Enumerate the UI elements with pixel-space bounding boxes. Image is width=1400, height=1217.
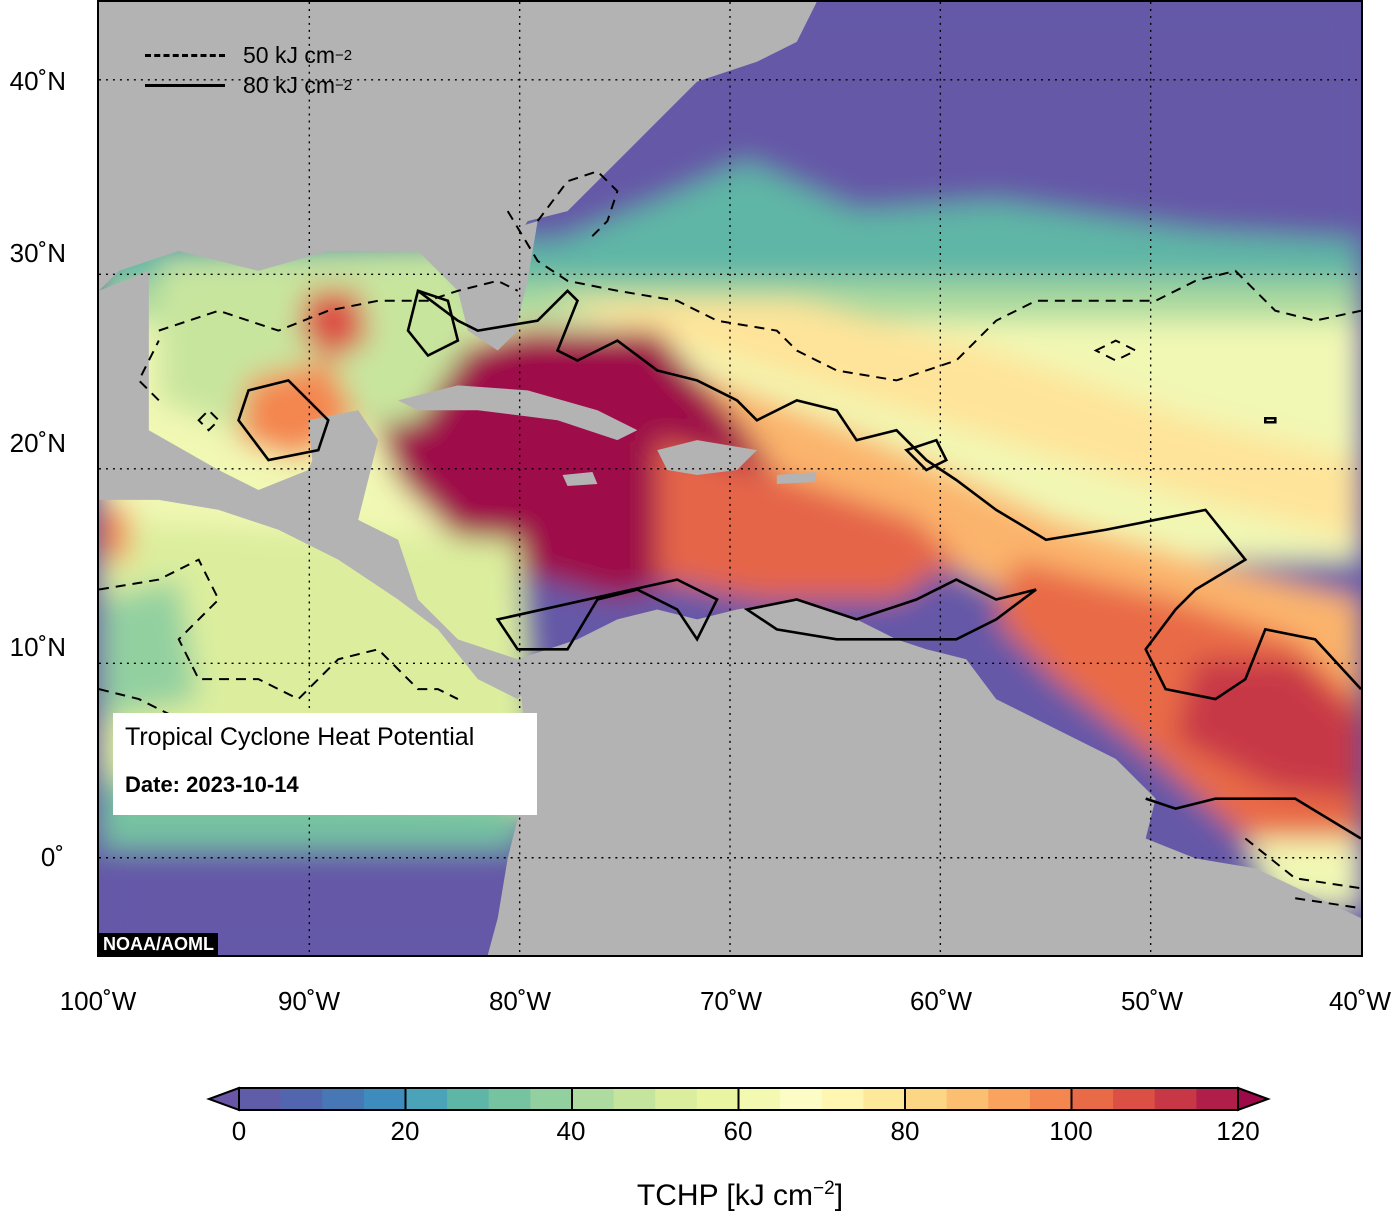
- lon-label-90w: 90˚W: [277, 986, 341, 1016]
- colorbar-swatch: [239, 1088, 282, 1110]
- lat-label-20n: 20˚N: [9, 428, 66, 458]
- colorbar-swatch: [280, 1088, 323, 1110]
- lat-label-10n: 10˚N: [9, 632, 66, 662]
- colorbar-swatch: [821, 1088, 864, 1110]
- colorbar-swatch: [488, 1088, 531, 1110]
- legend-80-exp: −2: [335, 76, 353, 94]
- colorbar-swatch: [946, 1088, 989, 1110]
- colorbar-tick-60: 60: [723, 1116, 753, 1146]
- colorbar-swatch: [1113, 1088, 1156, 1110]
- colorbar-swatch: [530, 1088, 573, 1110]
- map-date: Date: 2023-10-14: [125, 772, 299, 797]
- lon-label-40w: 40˚W: [1328, 986, 1392, 1016]
- colorbar-swatch: [613, 1088, 656, 1110]
- colorbar-tick-80: 80: [890, 1116, 920, 1146]
- credit-badge: NOAA/AOML: [99, 933, 218, 956]
- lon-label-70w: 70˚W: [699, 986, 763, 1016]
- lat-label-30n: 30˚N: [9, 238, 66, 268]
- colorbar-swatch: [988, 1088, 1031, 1110]
- legend-row-50: 50 kJ cm −2: [145, 40, 352, 70]
- land-mask: [99, 2, 1361, 955]
- lat-label-0: 0˚: [40, 842, 64, 872]
- colorbar-swatch: [1029, 1088, 1073, 1110]
- colorbar-tick-100: 100: [1049, 1116, 1093, 1146]
- map-title: Tropical Cyclone Heat Potential: [125, 723, 475, 751]
- dashed-line-symbol: [145, 53, 225, 57]
- contour-50: [99, 170, 1361, 910]
- lon-label-50w: 50˚W: [1120, 986, 1184, 1016]
- colorbar-swatch: [1196, 1088, 1239, 1110]
- colorbar-swatch: [696, 1088, 740, 1110]
- colorbar: [206, 1086, 1271, 1112]
- colorbar-tick-40: 40: [556, 1116, 586, 1146]
- colorbar-swatch: [655, 1088, 698, 1110]
- colorbar-tick-20: 20: [390, 1116, 420, 1146]
- colorbar-label-text: TCHP [kJ cm: [636, 1179, 814, 1212]
- title-box: Tropical Cyclone Heat Potential Date: 20…: [113, 713, 537, 815]
- colorbar-swatch: [905, 1088, 948, 1110]
- colorbar-swatch: [447, 1088, 490, 1110]
- legend-50-exp: −2: [335, 46, 353, 64]
- lon-label-100w: 100˚W: [59, 986, 137, 1016]
- colorbar-tick-0: 0: [231, 1116, 247, 1146]
- colorbar-label-close: ]: [834, 1179, 844, 1212]
- colorbar-swatch: [1071, 1088, 1114, 1110]
- solid-line-symbol: [145, 83, 225, 87]
- colorbar-under-arrow: [206, 1086, 240, 1112]
- legend-80-label: 80 kJ cm: [243, 71, 336, 98]
- colorbar-swatch: [863, 1088, 906, 1110]
- colorbar-label: TCHP [kJ cm−2]: [637, 1178, 843, 1213]
- colorbar-swatch: [780, 1088, 823, 1110]
- colorbar-over-arrow: [1237, 1086, 1271, 1112]
- colorbar-swatch: [405, 1088, 448, 1110]
- colorbar-swatch: [363, 1088, 407, 1110]
- legend-50-label: 50 kJ cm: [243, 41, 336, 68]
- colorbar-label-exp: −2: [813, 1178, 835, 1199]
- lon-label-80w: 80˚W: [488, 986, 552, 1016]
- colorbar-swatch: [322, 1088, 365, 1110]
- contour-legend: 50 kJ cm −2 80 kJ cm −2: [145, 40, 352, 100]
- colorbar-swatch: [572, 1088, 615, 1110]
- legend-row-80: 80 kJ cm −2: [145, 70, 352, 100]
- lon-label-60w: 60˚W: [909, 986, 973, 1016]
- colorbar-swatch: [738, 1088, 781, 1110]
- graticule: [99, 2, 1361, 955]
- contour-80: [237, 288, 1361, 840]
- lat-label-40n: 40˚N: [9, 66, 66, 96]
- colorbar-tick-120: 120: [1216, 1116, 1260, 1146]
- colorbar-swatch: [1154, 1088, 1197, 1110]
